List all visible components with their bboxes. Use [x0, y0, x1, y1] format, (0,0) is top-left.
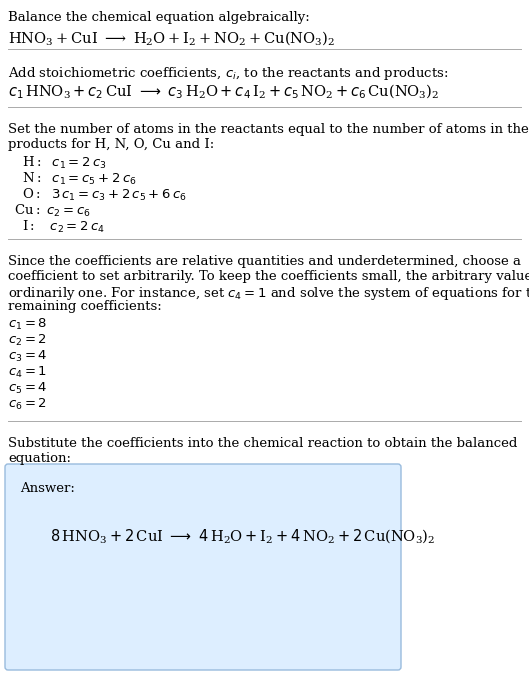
Text: $\mathregular{I:}\ \ \ c_2 = 2\,c_4$: $\mathregular{I:}\ \ \ c_2 = 2\,c_4$ [22, 219, 105, 235]
Text: Balance the chemical equation algebraically:: Balance the chemical equation algebraica… [8, 11, 310, 24]
Text: $c_5 = 4$: $c_5 = 4$ [8, 381, 48, 396]
Text: remaining coefficients:: remaining coefficients: [8, 300, 162, 313]
Text: $\mathregular{H:}\ \ c_1 = 2\,c_3$: $\mathregular{H:}\ \ c_1 = 2\,c_3$ [22, 155, 106, 171]
Text: $c_1\,\mathregular{HNO_3} + c_2\,\mathregular{CuI}\ \longrightarrow\ c_3\,\mathr: $c_1\,\mathregular{HNO_3} + c_2\,\mathre… [8, 83, 439, 102]
Text: Substitute the coefficients into the chemical reaction to obtain the balanced: Substitute the coefficients into the che… [8, 437, 517, 450]
Text: equation:: equation: [8, 452, 71, 465]
Text: Answer:: Answer: [20, 482, 75, 495]
Text: Set the number of atoms in the reactants equal to the number of atoms in the: Set the number of atoms in the reactants… [8, 123, 529, 136]
Text: $\mathregular{O:}\ \ 3\,c_1 = c_3 + 2\,c_5 + 6\,c_6$: $\mathregular{O:}\ \ 3\,c_1 = c_3 + 2\,c… [22, 187, 187, 203]
Text: $\mathregular{N:}\ \ c_1 = c_5 + 2\,c_6$: $\mathregular{N:}\ \ c_1 = c_5 + 2\,c_6$ [22, 171, 136, 187]
Text: $\mathregular{HNO_3 + CuI\ \longrightarrow\ H_2O + I_2 + NO_2 + Cu(NO_3)_2}$: $\mathregular{HNO_3 + CuI\ \longrightarr… [8, 29, 335, 47]
Text: $\mathregular{Cu:}\ c_2 = c_6$: $\mathregular{Cu:}\ c_2 = c_6$ [14, 203, 91, 219]
Text: Since the coefficients are relative quantities and underdetermined, choose a: Since the coefficients are relative quan… [8, 255, 521, 268]
Text: products for H, N, O, Cu and I:: products for H, N, O, Cu and I: [8, 138, 214, 151]
Text: coefficient to set arbitrarily. To keep the coefficients small, the arbitrary va: coefficient to set arbitrarily. To keep … [8, 270, 529, 283]
Text: $c_6 = 2$: $c_6 = 2$ [8, 397, 47, 412]
Text: $8\,\mathregular{HNO_3} + 2\,\mathregular{CuI}\ \longrightarrow\ 4\,\mathregular: $8\,\mathregular{HNO_3} + 2\,\mathregula… [50, 527, 435, 545]
Text: $c_3 = 4$: $c_3 = 4$ [8, 349, 48, 364]
Text: $c_1 = 8$: $c_1 = 8$ [8, 317, 47, 332]
Text: Add stoichiometric coefficients, $c_i$, to the reactants and products:: Add stoichiometric coefficients, $c_i$, … [8, 65, 449, 82]
FancyBboxPatch shape [5, 464, 401, 670]
Text: $c_4 = 1$: $c_4 = 1$ [8, 365, 47, 380]
Text: $c_2 = 2$: $c_2 = 2$ [8, 333, 47, 348]
Text: ordinarily one. For instance, set $c_4 = 1$ and solve the system of equations fo: ordinarily one. For instance, set $c_4 =… [8, 285, 529, 302]
